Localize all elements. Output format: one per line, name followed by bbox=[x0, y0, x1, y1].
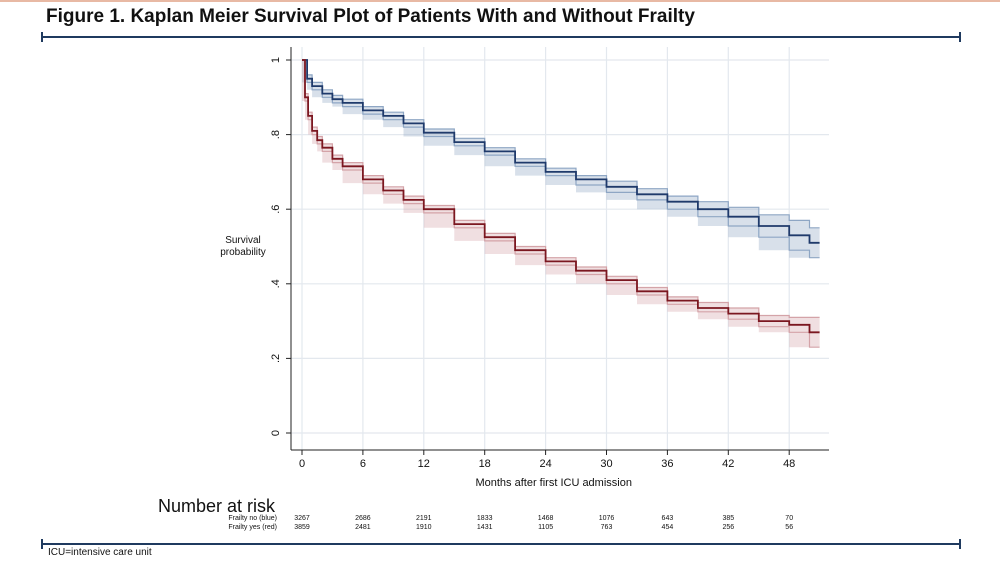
frailty-no-survival-line bbox=[302, 59, 820, 244]
frailty-yes-ci-lower-line bbox=[302, 59, 820, 348]
risk-table-heading: Number at risk bbox=[158, 496, 276, 516]
risk-count: 1431 bbox=[477, 524, 493, 531]
x-tick-label: 6 bbox=[360, 458, 366, 470]
x-tick-label: 12 bbox=[418, 458, 430, 470]
y-axis-title: probability bbox=[220, 247, 266, 258]
risk-count: 1076 bbox=[599, 515, 615, 522]
risk-count: 1910 bbox=[416, 524, 432, 531]
figure-title: Figure 1. Kaplan Meier Survival Plot of … bbox=[46, 6, 695, 27]
x-tick-label: 0 bbox=[299, 458, 305, 470]
x-tick-label: 48 bbox=[783, 458, 795, 470]
x-tick-label: 18 bbox=[479, 458, 491, 470]
y-tick-label: 0 bbox=[270, 430, 282, 436]
risk-count: 1105 bbox=[538, 524, 553, 531]
risk-count: 256 bbox=[722, 524, 734, 531]
risk-count: 1468 bbox=[538, 515, 554, 522]
risk-count: 70 bbox=[785, 515, 793, 522]
y-axis-title: Survival bbox=[225, 235, 261, 246]
y-tick-label: 1 bbox=[270, 57, 282, 63]
risk-count: 2481 bbox=[355, 524, 371, 531]
frailty-yes-survival-line bbox=[302, 59, 820, 334]
risk-count: 454 bbox=[662, 524, 674, 531]
x-tick-label: 30 bbox=[600, 458, 612, 470]
y-tick-label: .4 bbox=[270, 279, 282, 288]
risk-row-label: Frailty yes (red) bbox=[228, 524, 277, 531]
frailty-no-ci-band bbox=[302, 60, 820, 258]
risk-row-label: Frailty no (blue) bbox=[228, 515, 277, 522]
risk-count: 1833 bbox=[477, 515, 493, 522]
top-divider bbox=[41, 32, 961, 42]
risk-count: 3859 bbox=[294, 524, 310, 531]
bottom-divider bbox=[41, 539, 961, 549]
y-tick-label: .2 bbox=[270, 354, 282, 363]
risk-count: 2191 bbox=[416, 515, 432, 522]
x-tick-label: 24 bbox=[539, 458, 551, 470]
y-tick-label: .6 bbox=[270, 205, 282, 214]
x-axis-title: Months after first ICU admission bbox=[475, 477, 632, 489]
risk-count: 643 bbox=[662, 515, 674, 522]
x-tick-label: 36 bbox=[661, 458, 673, 470]
y-tick-label: .8 bbox=[270, 130, 282, 139]
risk-count: 3267 bbox=[294, 515, 310, 522]
frailty-no-ci-upper-line bbox=[302, 59, 820, 229]
risk-count: 385 bbox=[722, 515, 734, 522]
footnote: ICU=intensive care unit bbox=[48, 547, 152, 558]
x-tick-label: 42 bbox=[722, 458, 734, 470]
risk-count: 2686 bbox=[355, 515, 371, 522]
top-accent-bar bbox=[0, 0, 1000, 2]
risk-count: 763 bbox=[601, 524, 613, 531]
risk-count: 56 bbox=[785, 524, 793, 531]
